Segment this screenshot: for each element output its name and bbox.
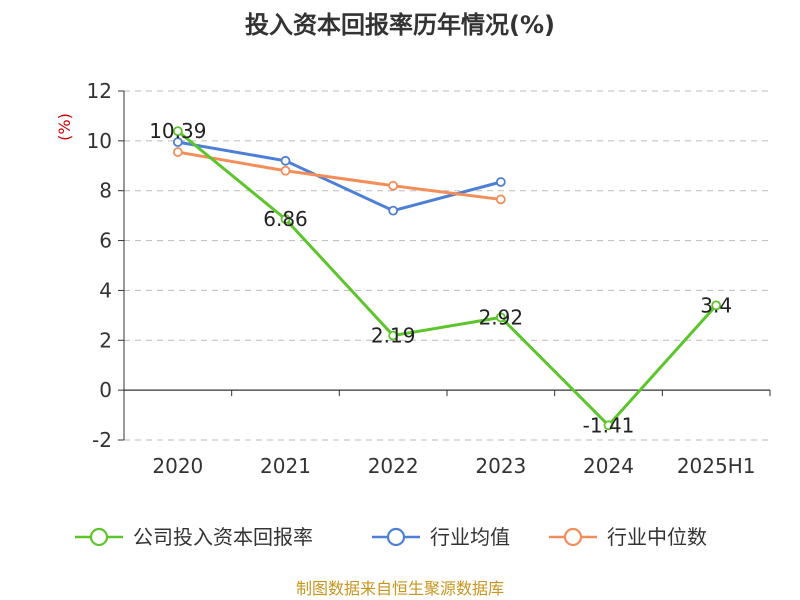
chart-title: 投入资本回报率历年情况(%) [245, 11, 555, 39]
series-2-point-3 [495, 194, 506, 205]
x-tick-label-3: 2023 [475, 454, 526, 478]
axes: -2 0 2 4 6 8 10 12 2020 2021 2022 2023 2024 2025H1 [87, 79, 771, 478]
y-tick-label-0: -2 [92, 428, 112, 452]
x-tick-label-1: 2021 [260, 454, 311, 478]
data-label-5: 3.4 [700, 293, 732, 317]
series-0-point-3 [495, 312, 506, 323]
source-note: 制图数据来自恒生聚源数据库 [296, 579, 504, 598]
x-tick-label-5: 2025H1 [677, 454, 756, 478]
data-label-4: -1.41 [583, 413, 635, 437]
x-tick-label-4: 2024 [583, 454, 634, 478]
series-0-point-2 [388, 330, 399, 341]
series-0-point-5 [711, 300, 722, 311]
series-2-point-2 [388, 180, 399, 191]
y-tick-label-4: 6 [99, 229, 112, 253]
series-line-1 [177, 140, 502, 213]
y-axis-unit-label: (%) [55, 113, 74, 141]
x-tick-label-2: 2022 [368, 454, 419, 478]
series-line-2 [177, 150, 502, 201]
series-2-point-0 [172, 147, 183, 157]
data-label-1: 6.86 [263, 207, 308, 231]
data-label-0: 10.39 [149, 119, 206, 143]
series-0-point-0 [172, 126, 183, 137]
series-2-point-1 [280, 165, 291, 176]
series-0-point-4 [603, 420, 614, 431]
legend-label-2: 行业中位数 [607, 525, 707, 549]
legend-label-0: 公司投入资本回报率 [133, 525, 313, 549]
series-line-0 [176, 129, 718, 427]
y-tick-label-6: 10 [87, 129, 112, 153]
data-label-3: 2.92 [479, 305, 524, 329]
x-tick-label-0: 2020 [152, 454, 203, 478]
series-0-point-1 [280, 214, 291, 225]
legend: 公司投入资本回报率 行业均值 行业中位数 [75, 525, 707, 549]
series-1-point-1 [280, 155, 291, 166]
y-tick-label-7: 12 [87, 79, 112, 103]
series-1-point-0 [172, 137, 183, 148]
legend-marker-0 [89, 527, 109, 547]
series-1-point-2 [388, 205, 399, 216]
y-tick-label-2: 2 [99, 328, 112, 352]
y-tick-label-1: 0 [99, 378, 112, 402]
series-1-point-3 [495, 177, 506, 187]
legend-marker-2 [563, 527, 583, 547]
data-labels: 10.39 6.86 2.19 2.92 -1.41 3.4 [149, 119, 732, 437]
y-tick-label-5: 8 [99, 179, 112, 203]
y-tick-label-3: 4 [99, 278, 112, 302]
legend-marker-1 [386, 527, 406, 547]
series-group [172, 126, 722, 431]
gridlines [124, 90, 770, 441]
data-label-2: 2.19 [371, 324, 416, 348]
legend-label-1: 行业均值 [430, 525, 510, 549]
